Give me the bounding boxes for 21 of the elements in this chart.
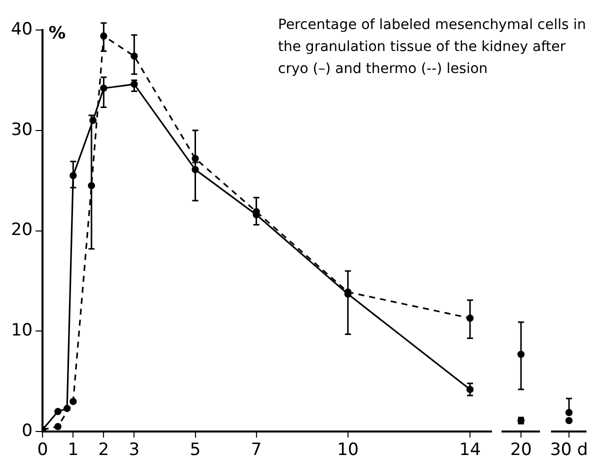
x-tick-label: 1 bbox=[68, 440, 79, 460]
point bbox=[54, 408, 62, 416]
y-tick-label: 10 bbox=[10, 320, 33, 341]
x-tick-label: 20 bbox=[510, 440, 532, 460]
x-tick-label: 5 bbox=[190, 440, 201, 460]
x-tick-label: 0 bbox=[37, 440, 48, 460]
y-tick-label: 30 bbox=[10, 120, 33, 140]
point bbox=[70, 398, 77, 406]
y-tick-label: 40 bbox=[10, 19, 33, 40]
y-tick-label: 0 bbox=[22, 421, 33, 442]
x-tick-label: 7 bbox=[250, 440, 262, 460]
x-tick-label: 10 bbox=[337, 440, 359, 460]
y-axis-title: % bbox=[48, 23, 66, 44]
y-tick-label: 20 bbox=[10, 220, 33, 240]
x-tick-label: 2 bbox=[98, 440, 110, 460]
point bbox=[54, 422, 62, 430]
x-tick-label: 14 bbox=[459, 440, 481, 460]
x-tick-label: 3 bbox=[128, 440, 140, 460]
text: Percentage of labeled mesenchymal cells in the granulation tissue of the kidney after cryo (–) and thermo (--) lesion bbox=[278, 16, 587, 79]
x-tick-label: 30 d bbox=[550, 440, 588, 460]
point bbox=[63, 404, 71, 412]
